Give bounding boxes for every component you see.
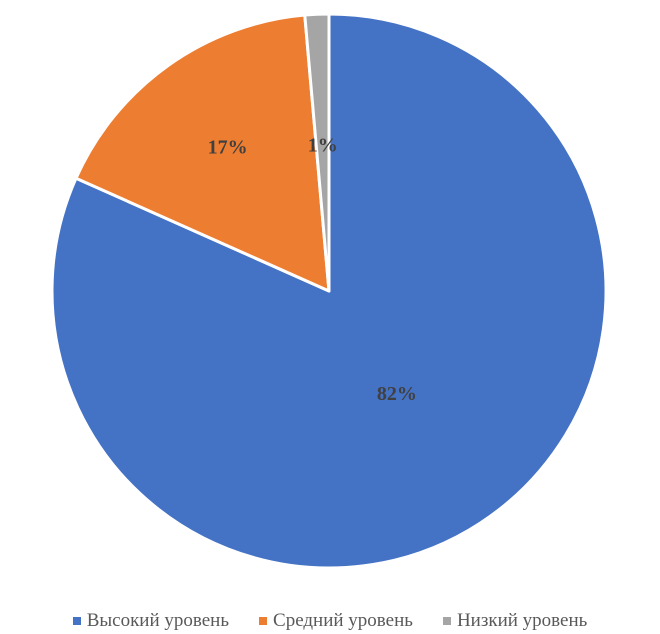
data-label-low: 1% [308, 135, 338, 157]
legend-swatch-medium [259, 617, 268, 625]
legend-item-high: Высокий уровень [72, 610, 230, 632]
legend-label-low: Низкий уровень [456, 610, 588, 631]
data-label-medium: 17% [208, 137, 248, 159]
pie-data-labels: 82% 17% 1% [208, 135, 417, 405]
legend-swatch-high [72, 617, 81, 625]
data-label-high: 82% [377, 383, 417, 405]
pie-slice-low [303, 12, 331, 293]
legend: Высокий уровень Средний уровень Низкий у… [0, 608, 660, 634]
legend-item-low: Низкий уровень [442, 610, 588, 632]
pie-slice-medium [74, 13, 331, 293]
legend-label-high: Высокий уровень [86, 610, 230, 631]
legend-swatch-low [442, 617, 451, 625]
legend-label-medium: Средний уровень [273, 610, 413, 631]
legend-item-medium: Средний уровень [259, 610, 413, 632]
pie-chart-plot: 82% 17% 1% [50, 12, 608, 570]
pie-slices [50, 12, 608, 570]
